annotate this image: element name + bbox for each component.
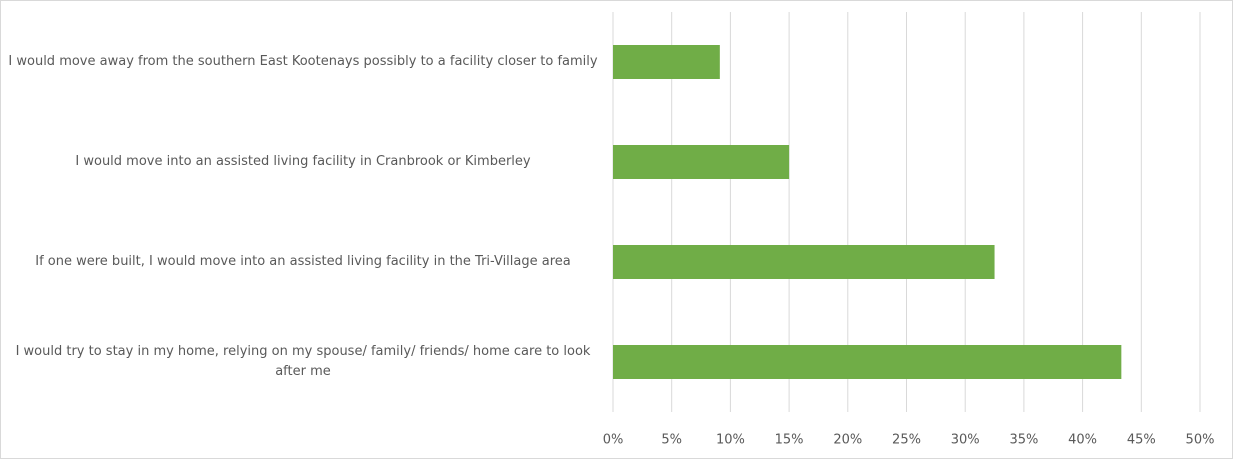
x-tick-label: 20% <box>833 433 862 448</box>
bar <box>613 45 720 79</box>
y-tick-label: I would try to stay in my home, relying … <box>15 344 591 379</box>
x-tick-label: 50% <box>1186 433 1215 448</box>
y-tick-label: If one were built, I would move into an … <box>35 254 571 269</box>
x-tick-label: 45% <box>1127 433 1156 448</box>
x-tick-label: 35% <box>1009 433 1038 448</box>
bar <box>613 245 995 279</box>
x-tick-label: 10% <box>716 433 745 448</box>
bar <box>613 345 1122 379</box>
x-tick-label: 5% <box>661 433 682 448</box>
x-tick-label: 25% <box>892 433 921 448</box>
x-tick-label: 0% <box>603 433 624 448</box>
x-tick-label: 30% <box>951 433 980 448</box>
y-tick-label: I would move away from the southern East… <box>8 54 598 69</box>
x-tick-label: 40% <box>1068 433 1097 448</box>
bar <box>613 145 790 179</box>
x-tick-label: 15% <box>775 433 804 448</box>
y-tick-label: I would move into an assisted living fac… <box>75 154 531 169</box>
